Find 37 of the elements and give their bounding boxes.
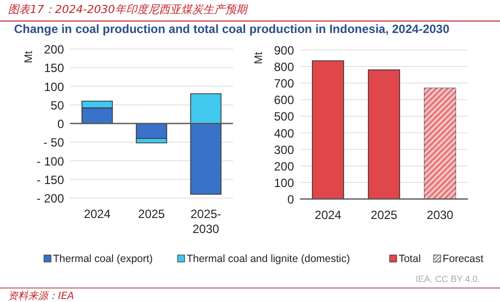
y-tick-label: 200	[274, 159, 294, 174]
y-axis-title: Mt	[253, 52, 265, 64]
y-tick-label: 300	[274, 142, 294, 157]
y-tick-label: - 200	[36, 192, 64, 206]
y-tick-label: - 100	[36, 154, 64, 168]
legend-label: Thermal coal (export)	[53, 253, 153, 265]
y-tick-label: 400	[274, 126, 294, 140]
legend-label: Forecast	[442, 253, 484, 265]
bar	[312, 60, 344, 200]
x-tick-label: 2025	[138, 207, 166, 221]
chart-subtitle: Change in coal production and total coal production in Indonesia, 2024-2030	[14, 22, 450, 36]
y-tick-label: 800	[274, 60, 294, 74]
x-tick-label: 2030	[426, 208, 454, 222]
legend-label: Thermal coal and lignite (domestic)	[186, 253, 350, 265]
legend-label: Total	[398, 253, 421, 265]
x-tick-label: 2024	[314, 208, 342, 222]
y-tick-label: 100	[274, 176, 294, 190]
y-tick-label: 900	[274, 44, 294, 58]
x-tick-label: 2024	[84, 207, 111, 221]
y-tick-label: - 150	[36, 172, 64, 187]
text: 资料来源：IEA	[8, 290, 74, 302]
x-tick-label: 2025- 2030	[190, 207, 222, 236]
y-tick-label: 150	[44, 61, 64, 76]
chart-title: 图表17：2024-2030年印度尼西亚煤炭生产预期	[8, 3, 249, 16]
bar	[368, 69, 400, 200]
y-axis-title: Mt	[23, 50, 35, 64]
y-tick-label: - 50	[43, 136, 64, 150]
text: IEA. CC BY 4.0.	[416, 274, 480, 284]
y-tick-label: 600	[274, 93, 294, 108]
y-tick-label: 0	[57, 117, 64, 131]
x-tick-label: 2025	[370, 208, 398, 222]
y-tick-label: 100	[44, 80, 64, 94]
y-tick-label: 200	[44, 42, 64, 56]
y-tick-label: 700	[274, 76, 294, 91]
y-tick-label: 0	[287, 192, 294, 206]
y-tick-label: 500	[274, 110, 294, 124]
y-tick-label: 50	[50, 98, 64, 112]
